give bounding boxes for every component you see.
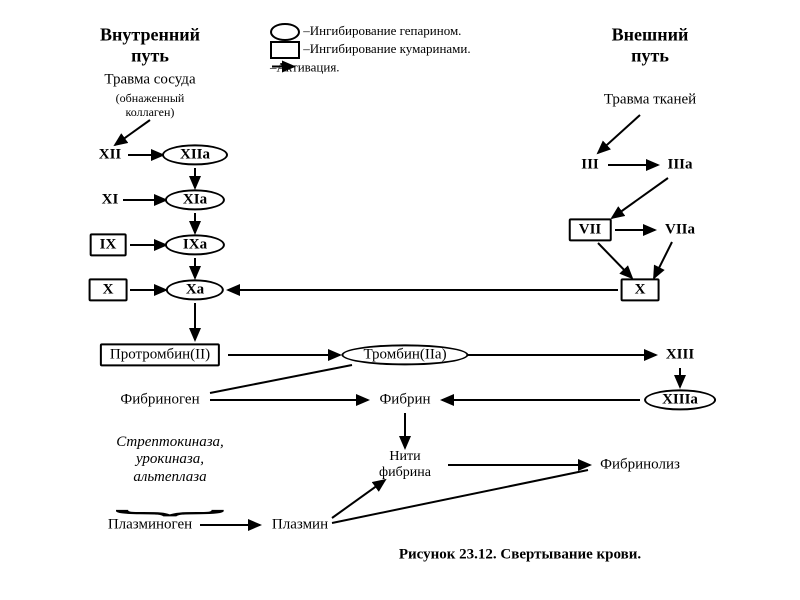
- node-trauma-vessel: Травма сосуда: [104, 71, 195, 88]
- legend-rect-icon: [270, 41, 300, 59]
- edge-thrombin-to-fibrinogen: [210, 365, 352, 393]
- legend-ellipse-icon: [270, 23, 300, 41]
- node-III: III: [581, 156, 599, 173]
- legend-label: –Ингибирование кумаринами.: [303, 41, 470, 56]
- node-VII: VII: [569, 218, 612, 241]
- node-fibrin: Фибрин: [379, 391, 430, 408]
- legend-item-arrow: –Активация.: [270, 61, 340, 76]
- node-plasminogen: Плазминоген: [108, 516, 192, 533]
- edge-trauma-tissue-to-III: [598, 115, 640, 153]
- node-VIIa: VIIa: [665, 221, 695, 238]
- edge-VIIa-to-Xr: [654, 242, 672, 278]
- node-fibrin-threads: Нитифибрина: [379, 449, 431, 481]
- node-XIII: XIII: [666, 346, 694, 363]
- node-title-intrinsic: Внутреннийпуть: [100, 24, 200, 65]
- node-XIIIa: XIIIa: [644, 389, 716, 410]
- legend-item-ellipse: –Ингибирование гепарином.: [270, 23, 461, 41]
- edge-IIIa-to-VII: [612, 178, 668, 218]
- node-Xr: X: [621, 278, 660, 301]
- node-thrombolytics: Стрептокиназа,урокиназа,альтеплаза: [116, 434, 224, 486]
- node-plasmin: Плазмин: [272, 516, 328, 533]
- edge-collagen-to-XII: [115, 120, 150, 145]
- node-IIIa: IIIa: [667, 156, 692, 173]
- legend-label: –Ингибирование гепарином.: [303, 23, 461, 38]
- node-XI: XI: [102, 191, 119, 208]
- edge-VII-to-Xr: [598, 243, 632, 278]
- figure-caption: Рисунок 23.12. Свертывание крови.: [399, 546, 641, 563]
- legend-item-rect: –Ингибирование кумаринами.: [270, 41, 471, 59]
- node-IX: IX: [90, 233, 127, 256]
- node-XII: XII: [99, 146, 122, 163]
- node-fibrinogen: Фибриноген: [120, 391, 199, 408]
- node-Xl: X: [89, 278, 128, 301]
- node-collagen: (обнаженныйколлаген): [116, 92, 185, 120]
- node-fibrinolysis: Фибринолиз: [600, 456, 680, 473]
- node-title-extrinsic: Внешнийпуть: [612, 24, 689, 65]
- node-prothrombin: Протромбин(II): [100, 343, 220, 366]
- legend-arrow-icon: [270, 61, 300, 73]
- edge-plasmin-to-fibrinolysis: [332, 470, 588, 523]
- edge-plasmin-to-fibrin-threads: [332, 480, 385, 518]
- node-trauma-tissue: Травма тканей: [604, 91, 696, 108]
